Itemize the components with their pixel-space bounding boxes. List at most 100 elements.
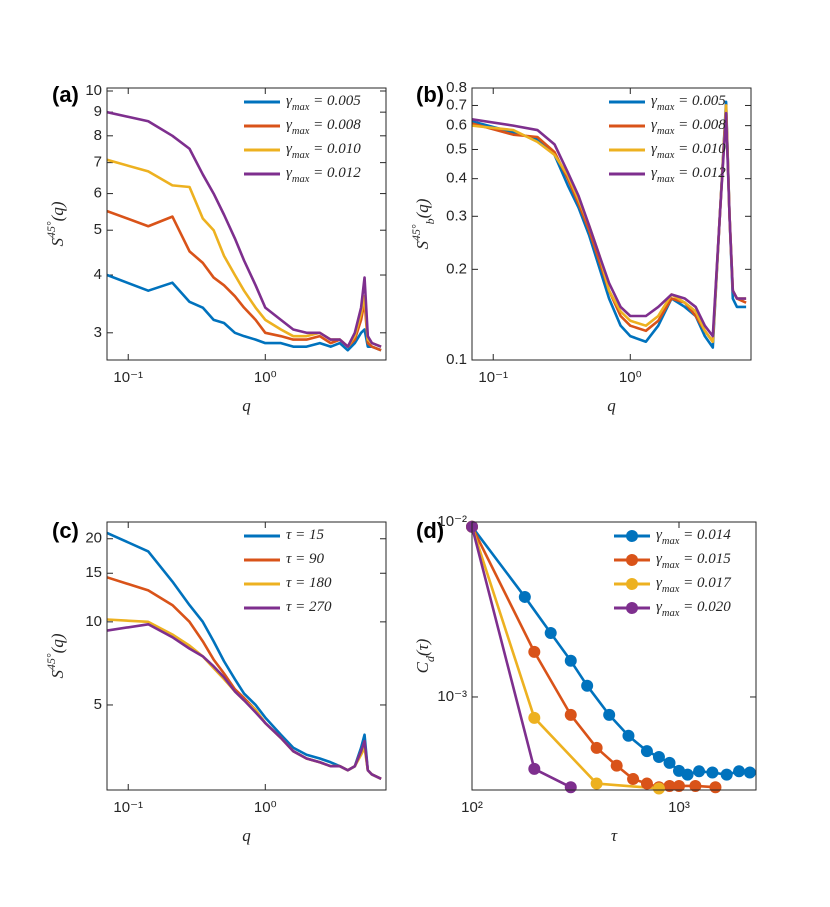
legend-label: γmax = 0.008 — [286, 117, 361, 136]
series-marker — [518, 590, 531, 603]
text-part: γ — [656, 527, 663, 543]
text-part: = 0.008 — [674, 117, 726, 133]
series-marker — [706, 766, 719, 779]
text-part: γ — [651, 141, 658, 157]
text-part: max — [662, 584, 680, 595]
legend-label: γmax = 0.010 — [286, 141, 361, 160]
panel-label: (b) — [416, 82, 444, 107]
legend-label: γmax = 0.012 — [286, 165, 361, 184]
text-part: = 0.017 — [679, 575, 732, 591]
text-part: max — [657, 150, 675, 161]
series-marker — [528, 711, 541, 724]
x-axis-label: τ — [611, 826, 618, 845]
text-part: γ — [286, 165, 293, 181]
text-part: = 0.012 — [674, 165, 726, 181]
text-part: = 0.012 — [309, 165, 361, 181]
series-marker — [528, 645, 541, 658]
plot-area — [472, 100, 747, 349]
text-part: (τ) — [413, 638, 432, 656]
text-part: C — [413, 661, 432, 673]
y-tick-label: 0.4 — [446, 170, 467, 187]
text-part: S — [413, 240, 432, 249]
series-marker — [743, 766, 756, 779]
legend-label: γmax = 0.005 — [286, 93, 361, 112]
legend-label: τ = 270 — [286, 599, 332, 615]
text-part: γ — [656, 599, 663, 615]
text-part: q — [242, 826, 251, 845]
series-line — [107, 158, 382, 348]
x-tick-label: 10⁰ — [619, 369, 642, 386]
y-tick-label: 10 — [85, 82, 102, 99]
text-part: τ = 270 — [286, 599, 332, 615]
series-marker — [652, 750, 665, 763]
text-part: d — [423, 656, 437, 662]
y-tick-label: 7 — [94, 154, 102, 171]
legend-label: γmax = 0.020 — [656, 599, 731, 618]
x-tick-label: 10² — [461, 799, 483, 816]
text-part: max — [662, 536, 680, 547]
y-tick-label: 9 — [94, 103, 102, 120]
y-tick-label: 0.1 — [446, 351, 467, 368]
series-marker — [590, 741, 603, 754]
text-part: = 0.005 — [309, 93, 361, 109]
y-axis-label: S45°(q) — [44, 633, 67, 678]
text-part: τ — [611, 826, 618, 845]
text-part: γ — [286, 93, 293, 109]
text-part: (q) — [48, 201, 67, 221]
text-part: = 0.015 — [679, 551, 731, 567]
series-marker — [610, 759, 623, 772]
text-part: = 0.020 — [679, 599, 731, 615]
text-part: τ = 90 — [286, 551, 324, 567]
text-part: = 0.005 — [674, 93, 726, 109]
x-tick-label: 10⁻¹ — [113, 799, 143, 816]
legend-marker — [626, 530, 638, 542]
text-part: γ — [651, 165, 658, 181]
series-marker — [652, 782, 665, 795]
text-part: (q) — [413, 198, 432, 218]
panel-label: (c) — [52, 518, 79, 543]
series-line — [107, 622, 382, 781]
x-axis-label: q — [607, 396, 616, 415]
series-marker — [627, 772, 640, 785]
text-part: S — [48, 237, 67, 246]
panel: (b) 10⁻¹ 10⁰ 0.1 0.2 0.3 0.4 0.5 0.6 0.70.8 q S45°b… — [409, 79, 752, 415]
y-axis-label: S45°b(q) — [409, 198, 437, 249]
y-axis-label: Cd(τ) — [413, 638, 437, 673]
text-part: = 0.010 — [309, 141, 361, 157]
legend-marker — [626, 602, 638, 614]
series-marker — [733, 765, 746, 778]
y-tick-label: 10 — [85, 613, 102, 630]
legend-label: γmax = 0.014 — [656, 527, 731, 546]
axes-frame — [106, 521, 387, 791]
text-part: q — [607, 396, 616, 415]
text-part: = 0.010 — [674, 141, 726, 157]
x-tick-label: 10⁻¹ — [113, 369, 143, 386]
y-tick-label: 0.5 — [446, 140, 467, 157]
y-tick-label: 0.7 — [446, 96, 467, 113]
series-marker — [672, 779, 685, 792]
axes-frame — [471, 521, 757, 791]
y-tick-label: 10⁻² — [437, 513, 467, 530]
y-tick-label: 15 — [85, 564, 102, 581]
panel-label: (a) — [52, 82, 79, 107]
y-tick-label: 5 — [94, 696, 102, 713]
series-marker — [544, 627, 557, 640]
series-marker — [564, 781, 577, 794]
text-part: γ — [656, 575, 663, 591]
y-tick-label: 3 — [94, 324, 102, 341]
panel-label: (d) — [416, 518, 444, 543]
text-part: 45° — [44, 221, 58, 238]
text-part: max — [662, 560, 680, 571]
y-tick-label: 5 — [94, 221, 102, 238]
x-tick-label: 10³ — [668, 799, 690, 816]
text-part: max — [657, 102, 675, 113]
x-tick-label: 10⁰ — [254, 369, 277, 386]
plot-area — [107, 531, 382, 781]
series-line — [107, 110, 382, 348]
legend-label: τ = 180 — [286, 575, 332, 591]
series-marker — [663, 779, 676, 792]
y-tick-label: 20 — [85, 530, 102, 547]
series-marker — [603, 708, 616, 721]
